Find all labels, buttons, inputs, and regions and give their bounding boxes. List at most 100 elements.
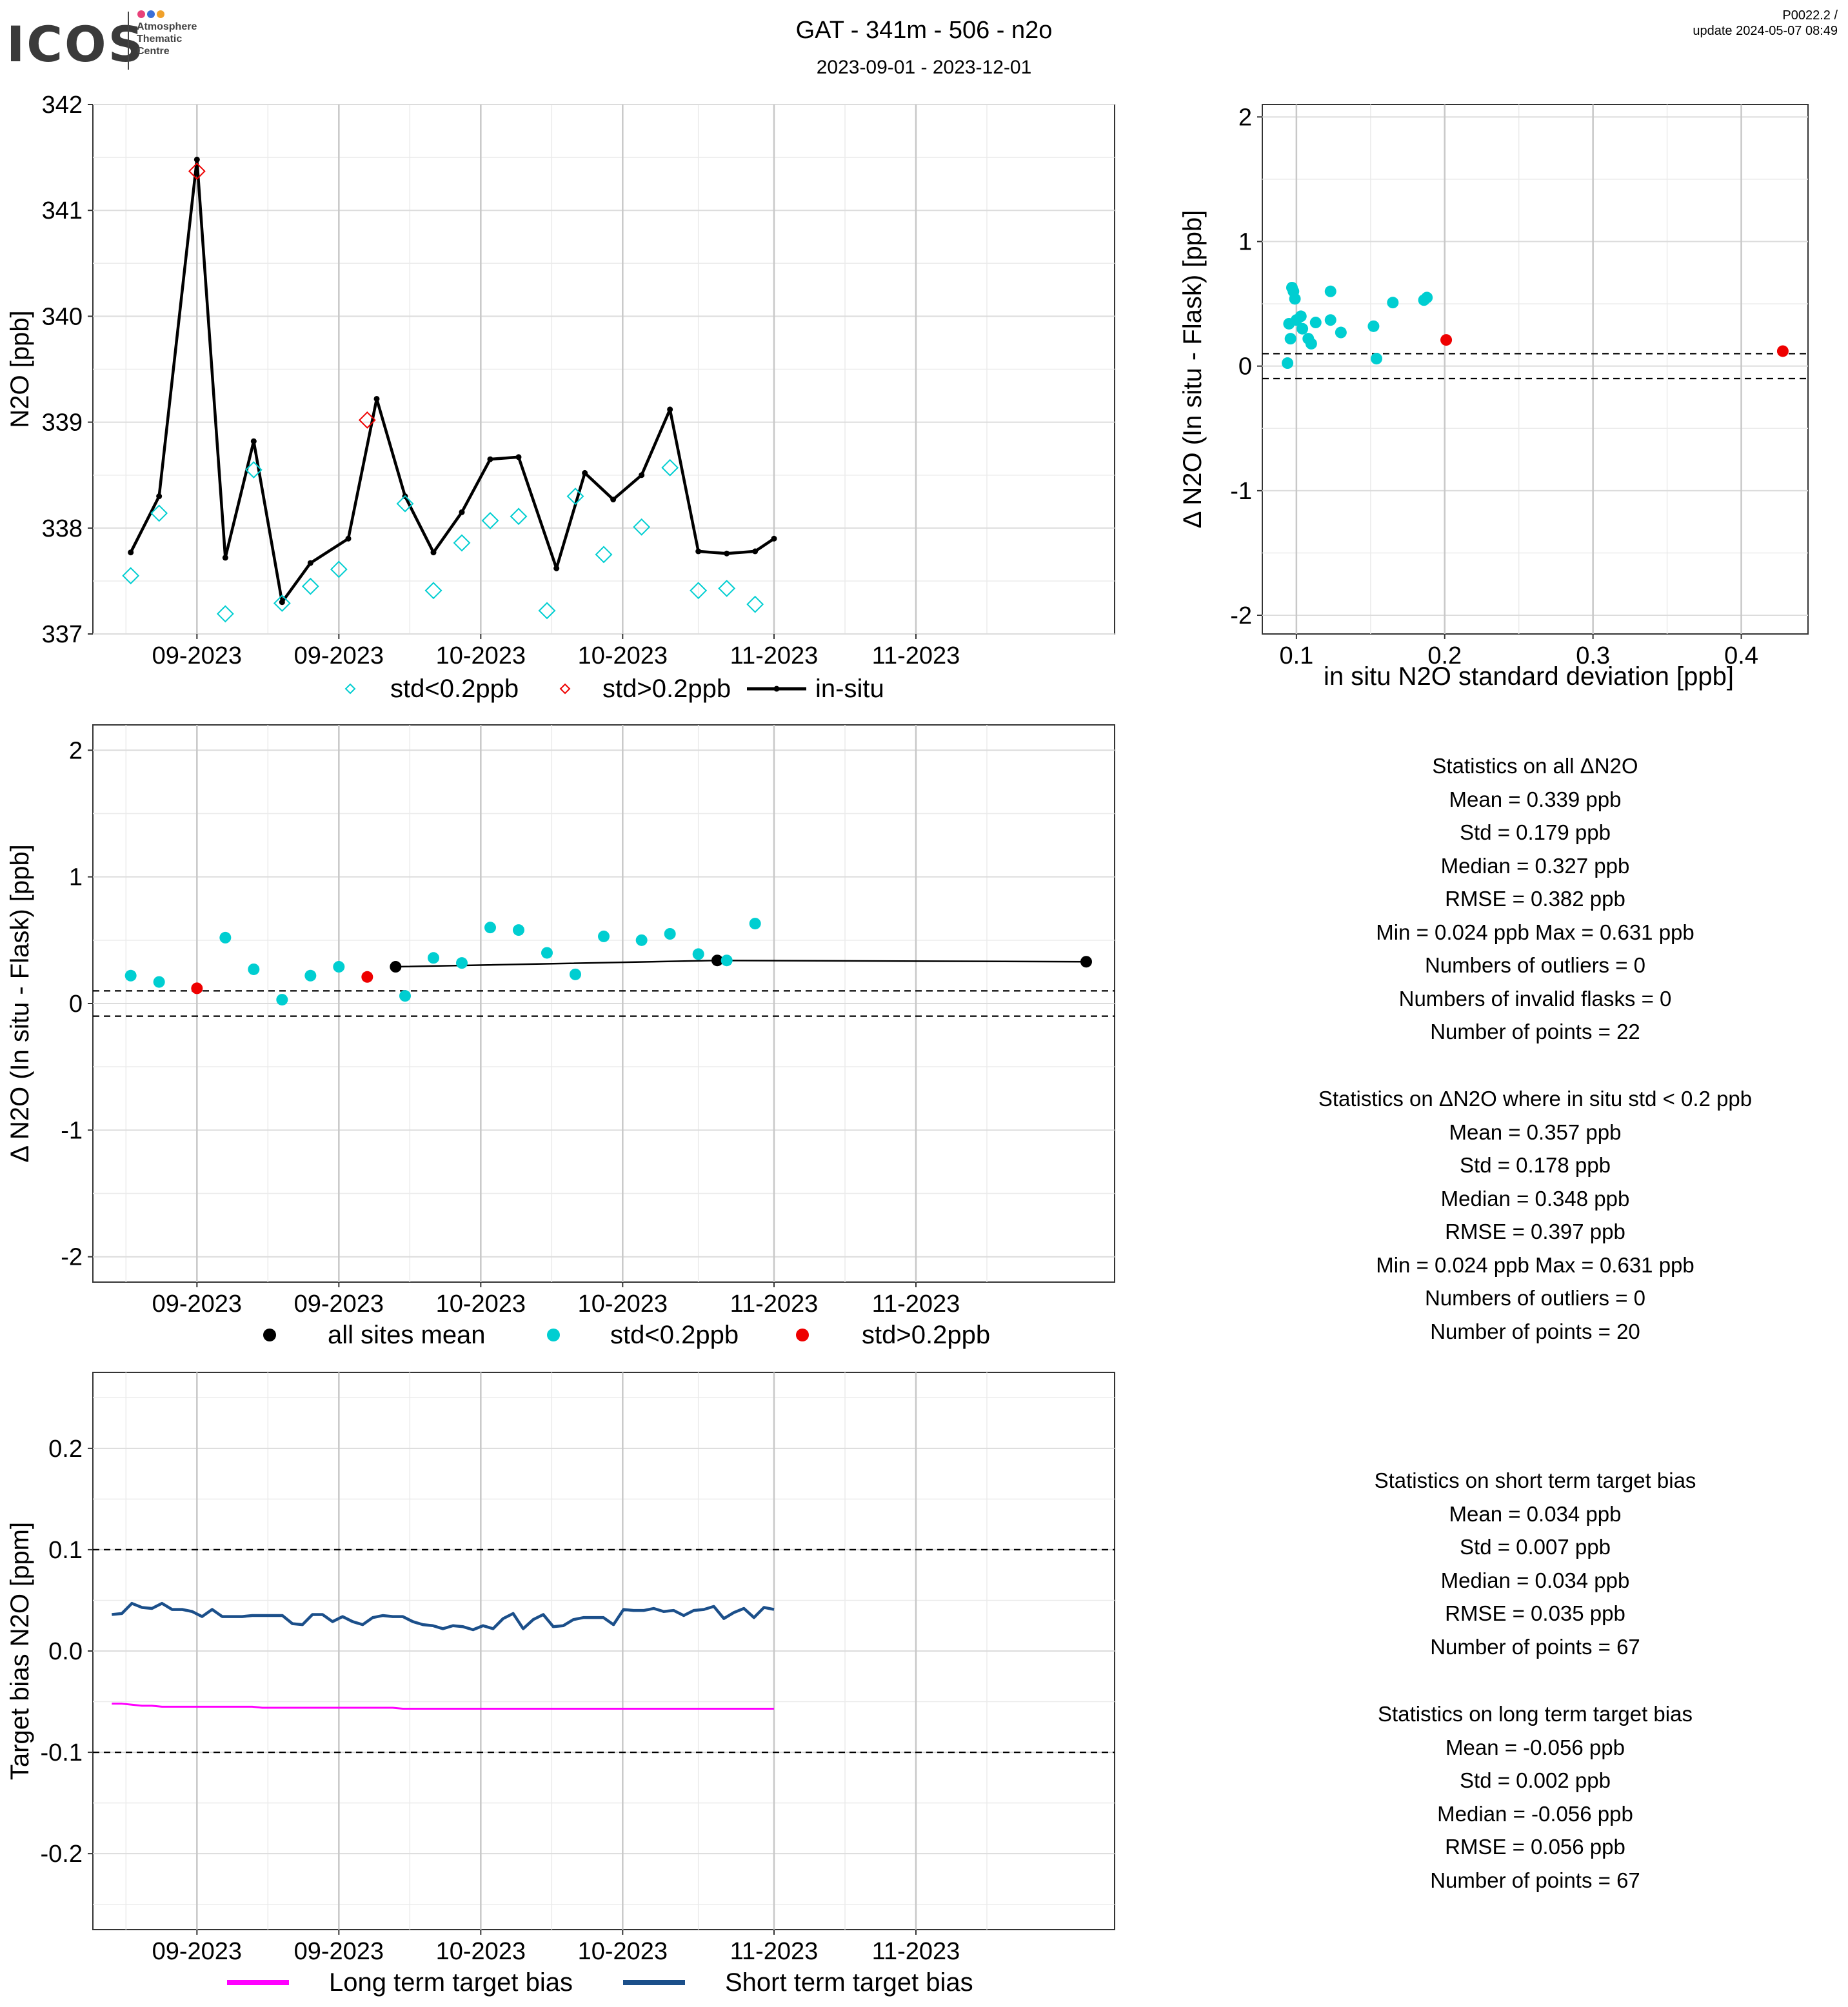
insitu-point bbox=[582, 470, 588, 476]
stat-outliers: Numbers of outliers = 0 bbox=[1424, 1286, 1646, 1310]
y-tick-label: -0.1 bbox=[41, 1739, 83, 1766]
stat-median: Median = 0.348 ppb bbox=[1440, 1186, 1630, 1211]
point-low-std bbox=[1371, 353, 1383, 365]
legend-label: std>0.2ppb bbox=[602, 675, 731, 703]
x-tick-label: 09-2023 bbox=[294, 1290, 384, 1318]
legend-label: all sites mean bbox=[328, 1321, 486, 1349]
stats-title: Statistics on all ΔN2O bbox=[1432, 754, 1638, 778]
stat-rmse: RMSE = 0.056 ppb bbox=[1445, 1835, 1625, 1859]
insitu-point bbox=[430, 549, 437, 556]
point-high-std bbox=[361, 971, 373, 983]
stats-title: Statistics on long term target bias bbox=[1378, 1702, 1693, 1726]
y-tick-label: 0 bbox=[69, 991, 83, 1018]
flask-diamond-low-std bbox=[216, 605, 234, 623]
x-tick-label: 10-2023 bbox=[436, 642, 526, 669]
insitu-point bbox=[752, 548, 759, 555]
point-high-std bbox=[191, 982, 203, 994]
stat-mean: Mean = 0.357 ppb bbox=[1449, 1120, 1622, 1144]
legend-key-insitu-dot bbox=[773, 686, 780, 692]
flask-diamond-high-std bbox=[358, 411, 376, 429]
x-tick-label: 11-2023 bbox=[730, 642, 819, 669]
insitu-point bbox=[487, 456, 493, 462]
flask-diamond-low-std bbox=[566, 488, 584, 505]
update-label: update 2024-05-07 08:49 bbox=[1693, 24, 1838, 38]
x-tick-label: 10-2023 bbox=[436, 1290, 526, 1318]
y-tick-label: 337 bbox=[42, 621, 83, 648]
insitu-point bbox=[515, 454, 522, 460]
point-high-std bbox=[1776, 345, 1789, 357]
insitu-point bbox=[639, 472, 645, 479]
x-tick-label: 10-2023 bbox=[436, 1938, 526, 1965]
point-low-std bbox=[399, 990, 411, 1002]
insitu-point bbox=[307, 560, 313, 566]
logo-divider bbox=[128, 12, 129, 70]
point-low-std bbox=[1309, 317, 1322, 329]
stat-mean: Mean = 0.339 ppb bbox=[1449, 787, 1622, 811]
point-low-std bbox=[124, 969, 137, 982]
point-low-std bbox=[1295, 310, 1307, 322]
insitu-point bbox=[459, 509, 465, 515]
y-axis-label: Δ N2O (In situ - Flask) [ppb] bbox=[6, 844, 34, 1163]
flask-diamond-low-std bbox=[330, 560, 348, 578]
y-tick-label: 2 bbox=[69, 737, 83, 764]
page-title: GAT - 341m - 506 - n2o bbox=[795, 17, 1053, 44]
flask-diamond-low-std bbox=[510, 508, 528, 526]
stat-std: Std = 0.007 ppb bbox=[1460, 1535, 1611, 1559]
legend-key-high-std bbox=[796, 1329, 809, 1341]
all-sites-mean-point bbox=[711, 954, 723, 967]
point-low-std bbox=[484, 922, 496, 934]
point-low-std bbox=[541, 947, 553, 959]
y-tick-label: 339 bbox=[42, 410, 83, 437]
stat-std: Std = 0.179 ppb bbox=[1460, 820, 1611, 844]
x-tick-label: 09-2023 bbox=[152, 1290, 242, 1318]
insitu-point bbox=[553, 565, 560, 571]
stats-lowstd-panel: Statistics on ΔN2O where in situ std < 0… bbox=[1277, 1082, 1793, 1348]
flask-diamond-low-std bbox=[244, 461, 263, 479]
y-tick-label: 1 bbox=[1238, 228, 1252, 255]
flask-diamond-low-std bbox=[481, 511, 499, 529]
insitu-point bbox=[250, 438, 257, 444]
stat-median: Median = 0.034 ppb bbox=[1440, 1568, 1630, 1592]
stats-title: Statistics on short term target bias bbox=[1374, 1468, 1696, 1492]
flask-diamond-low-std bbox=[273, 594, 291, 612]
point-low-std bbox=[456, 957, 468, 969]
y-tick-label: -1 bbox=[1230, 478, 1252, 505]
x-tick-label: 10-2023 bbox=[578, 1938, 668, 1965]
insitu-point bbox=[156, 493, 163, 500]
long-term-bias-line bbox=[112, 1703, 774, 1710]
point-low-std bbox=[635, 934, 648, 946]
version-label: P0022.2 / bbox=[1782, 8, 1838, 23]
stat-minmax: Min = 0.024 ppb Max = 0.631 ppb bbox=[1376, 920, 1694, 944]
x-tick-label: 0.4 bbox=[1724, 642, 1758, 669]
flask-diamond-low-std bbox=[301, 577, 319, 595]
y-axis-label: Δ N2O (In situ - Flask) [ppb] bbox=[1178, 210, 1207, 529]
legend-key-high-std bbox=[559, 683, 571, 695]
flask-diamond-low-std bbox=[453, 534, 471, 552]
logo-sub-line: Atmosphere bbox=[137, 21, 197, 32]
y-tick-label: 0.2 bbox=[48, 1436, 83, 1463]
point-low-std bbox=[598, 930, 610, 942]
legend-label: std<0.2ppb bbox=[610, 1321, 739, 1349]
y-tick-label: 1 bbox=[69, 864, 83, 891]
x-tick-label: 0.3 bbox=[1576, 642, 1610, 669]
insitu-point bbox=[345, 535, 352, 542]
point-low-std bbox=[1297, 322, 1309, 335]
y-tick-label: 341 bbox=[42, 197, 83, 224]
flask-diamond-low-std bbox=[122, 567, 140, 585]
point-low-std bbox=[664, 928, 676, 940]
logo-sub-line: Thematic bbox=[137, 34, 183, 44]
stat-mean: Mean = 0.034 ppb bbox=[1449, 1501, 1622, 1526]
point-low-std bbox=[720, 954, 733, 967]
flask-diamond-low-std bbox=[661, 459, 679, 477]
point-low-std bbox=[333, 961, 345, 973]
logo-wordmark: ICOS bbox=[6, 15, 146, 73]
point-low-std bbox=[1387, 297, 1399, 309]
stat-points: Number of points = 67 bbox=[1430, 1634, 1640, 1659]
point-low-std bbox=[1282, 357, 1294, 370]
insitu-point bbox=[610, 496, 617, 502]
point-low-std bbox=[1324, 314, 1336, 326]
flask-diamond-low-std bbox=[746, 595, 764, 613]
insitu-point bbox=[128, 549, 134, 556]
version-info: P0022.2 / update 2024-05-07 08:49 bbox=[1693, 8, 1838, 39]
